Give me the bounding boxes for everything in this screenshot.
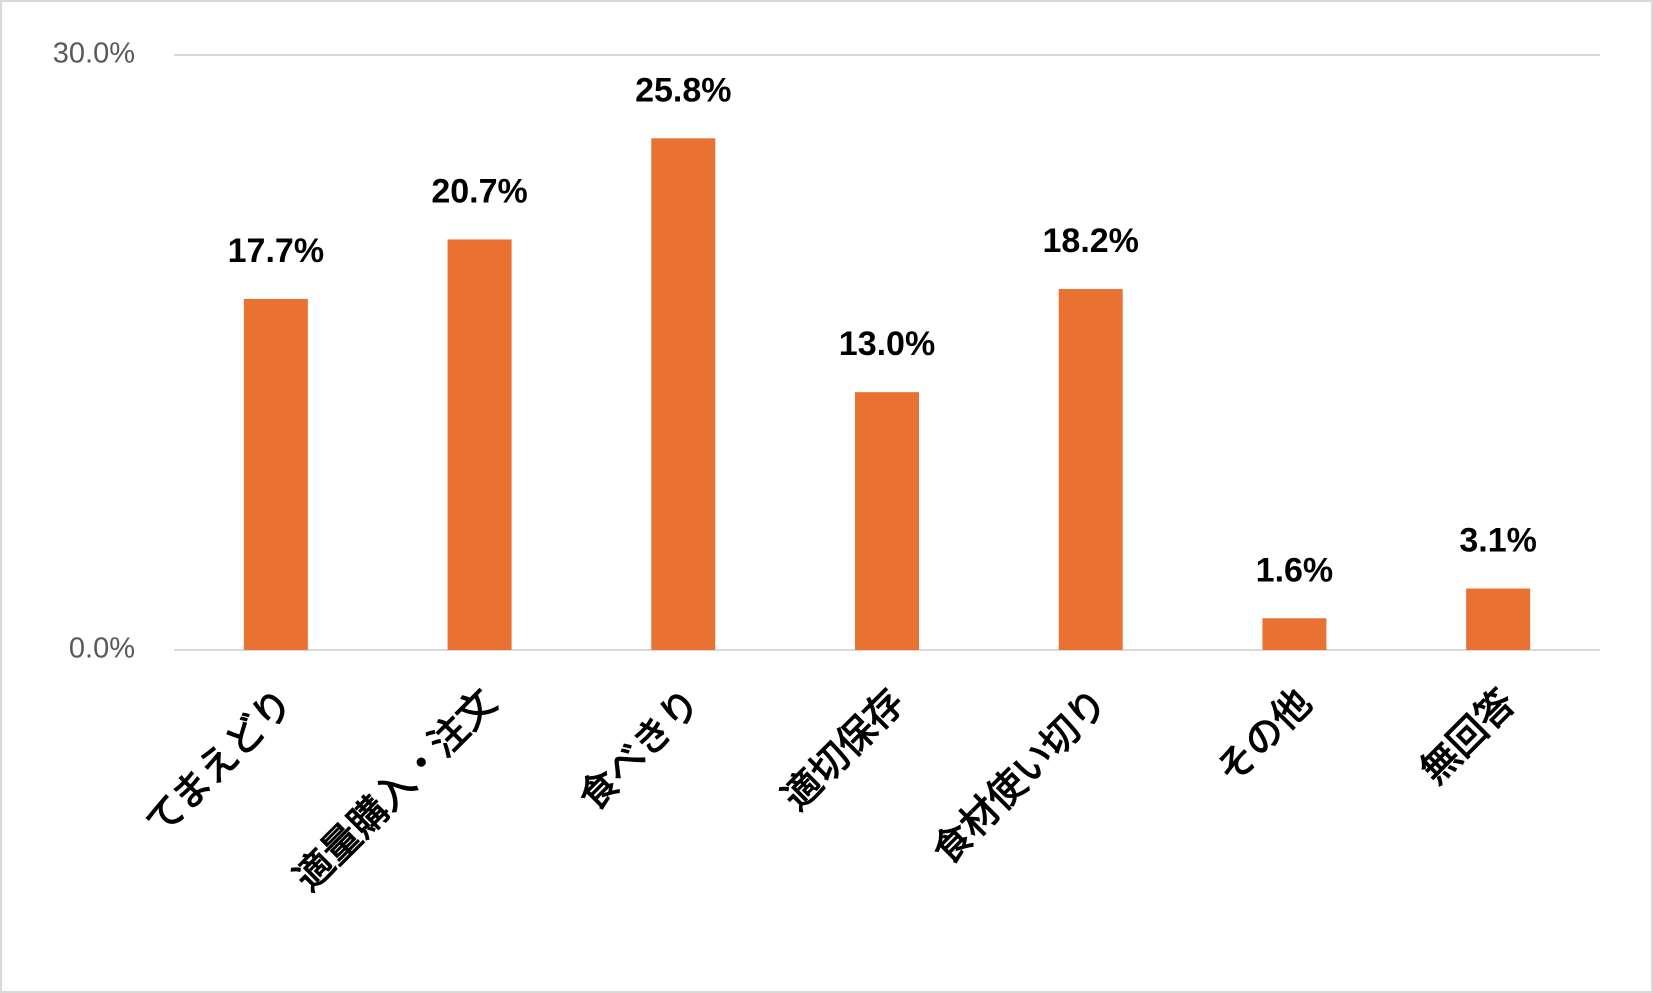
- value-label: 17.7%: [228, 232, 324, 270]
- value-label: 3.1%: [1459, 522, 1537, 560]
- value-label: 20.7%: [431, 172, 527, 210]
- bar: [243, 298, 308, 650]
- bar: [651, 138, 716, 651]
- value-label: 18.2%: [1043, 222, 1139, 260]
- value-label: 25.8%: [635, 71, 731, 109]
- value-label: 1.6%: [1256, 551, 1334, 589]
- bar: [1262, 618, 1327, 650]
- bar: [447, 239, 512, 650]
- value-label: 13.0%: [839, 325, 935, 363]
- y-tick-label: 30.0%: [53, 38, 135, 70]
- bar: [855, 392, 919, 650]
- bar: [1058, 289, 1123, 650]
- y-tick-label: 0.0%: [69, 633, 135, 665]
- bar: [1466, 588, 1531, 650]
